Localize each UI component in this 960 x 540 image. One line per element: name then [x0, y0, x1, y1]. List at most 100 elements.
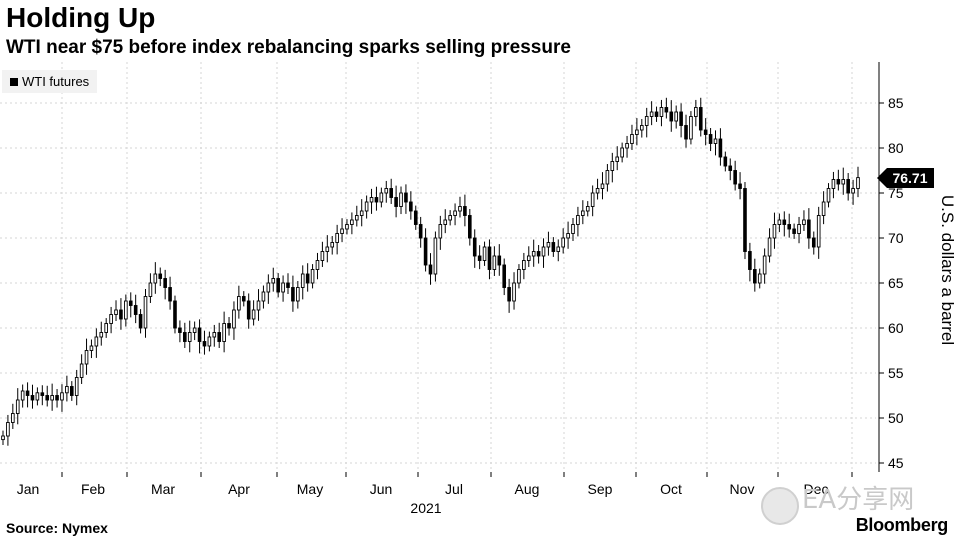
candle-body — [84, 350, 89, 365]
candle-body — [615, 156, 620, 162]
candle-body — [644, 116, 649, 126]
candle-body — [561, 237, 565, 248]
candle-body — [153, 273, 158, 284]
candle-body — [354, 215, 359, 221]
candle-body — [50, 395, 54, 401]
candle-body — [251, 309, 256, 320]
candle-body — [826, 188, 831, 203]
candle-body — [482, 246, 487, 261]
candle-body — [674, 111, 678, 122]
x-tick-label-feb: Feb — [81, 481, 105, 497]
candle-body — [359, 210, 364, 216]
candle-body — [713, 138, 718, 144]
candle-body — [340, 228, 344, 234]
chart-subtitle: WTI near $75 before index rebalancing sp… — [6, 37, 571, 58]
x-tick-label-jan: Jan — [17, 481, 40, 497]
candle-body — [767, 237, 772, 257]
candle-body — [468, 215, 472, 239]
candle-body — [497, 255, 502, 266]
legend-swatch — [10, 77, 18, 86]
candle-body — [836, 179, 841, 185]
x-tick-label-oct: Oct — [660, 481, 682, 497]
candle-body — [197, 327, 202, 342]
candle-body — [684, 125, 688, 140]
horizontal-gridlines — [0, 102, 876, 464]
candle-body — [315, 260, 320, 270]
candle-body — [762, 255, 767, 275]
candle-body — [492, 255, 497, 270]
candle-body — [212, 332, 217, 338]
candle-body — [217, 332, 222, 342]
candle-body — [811, 237, 816, 248]
x-tick-label-mar: Mar — [151, 481, 175, 497]
candle-body — [291, 287, 295, 302]
source-note: Source: Nymex — [6, 520, 108, 536]
x-tick-label-aug: Aug — [515, 481, 540, 497]
candle-body — [128, 300, 133, 306]
candle-body — [183, 332, 187, 342]
candle-body — [310, 269, 315, 284]
candle-body — [448, 215, 452, 221]
candle-body — [654, 111, 659, 117]
bloomberg-logo: Bloomberg — [855, 515, 949, 535]
candle-body — [487, 246, 492, 270]
candle-body — [821, 201, 826, 216]
candle-body — [659, 107, 664, 117]
x-tick-label-jul: Jul — [445, 481, 463, 497]
candle-body — [45, 395, 50, 401]
vertical-gridlines — [61, 62, 853, 472]
candle-body — [590, 192, 595, 207]
candle-body — [581, 210, 585, 216]
candle-body — [192, 327, 197, 333]
candle-body — [74, 377, 79, 396]
x-tick-label-nov: Nov — [730, 481, 755, 497]
candle-body — [689, 116, 693, 140]
candle-body — [138, 314, 143, 329]
candle-body — [703, 129, 708, 135]
candle-body — [753, 269, 757, 284]
candle-body — [664, 107, 669, 113]
candle-body — [404, 192, 408, 203]
x-tick-label-may: May — [297, 481, 323, 497]
candle-body — [286, 282, 290, 288]
candle-body — [620, 147, 624, 158]
candle-body — [777, 219, 782, 225]
candle-body — [207, 336, 212, 347]
candle-body — [723, 156, 728, 167]
y-tick-label: 55 — [888, 365, 904, 381]
candle-body — [625, 143, 629, 149]
y-tick-label: 75 — [888, 185, 904, 201]
last-value-marker: 76.71 — [877, 168, 934, 188]
candle-body — [271, 278, 276, 284]
x-tick-label-sep: Sep — [588, 481, 613, 497]
candle-body — [443, 219, 448, 225]
y-tick-label: 50 — [888, 410, 904, 426]
candle-body — [11, 413, 15, 423]
candle-body — [698, 107, 703, 131]
candle-body — [463, 206, 467, 216]
y-tick-label: 60 — [888, 320, 904, 336]
candle-body — [89, 345, 94, 351]
chart-title: Holding Up — [6, 2, 156, 33]
candle-body — [453, 210, 457, 216]
candle-body — [418, 224, 423, 239]
candle-body — [792, 228, 796, 234]
candle-body — [168, 287, 172, 302]
candle-body — [350, 219, 354, 225]
candle-body — [772, 224, 777, 239]
candle-body — [409, 201, 413, 212]
last-value-label: 76.71 — [892, 170, 927, 186]
candle-body — [15, 399, 20, 414]
candle-body — [797, 224, 801, 234]
y-axis-label: U.S. dollars a barrel — [938, 195, 957, 345]
candle-body — [472, 237, 477, 257]
candle-body — [433, 237, 438, 275]
candle-body — [266, 282, 271, 293]
candle-body — [595, 188, 600, 194]
candle-body — [846, 179, 850, 194]
candle-body — [364, 201, 369, 212]
y-tick-label: 80 — [888, 140, 904, 156]
candle-body — [173, 300, 177, 329]
candle-body — [389, 188, 393, 198]
